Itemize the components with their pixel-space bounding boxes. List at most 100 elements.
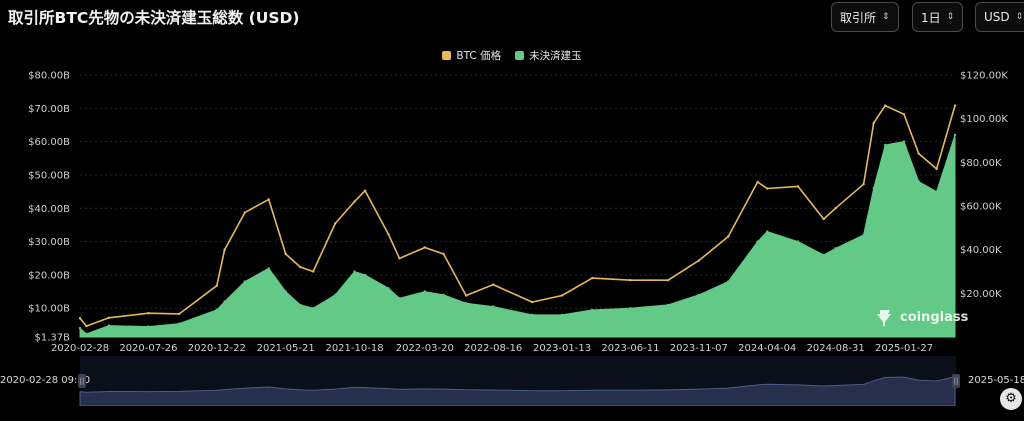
y-left-tick-label: $30.00B [28,237,70,248]
y-left-tick-label: $70.00B [28,104,70,115]
oi-point [353,270,356,273]
price-point [766,187,769,190]
y-right-tick-label: $60.00K [960,202,1002,213]
legend-item-price[interactable]: BTC 価格 [442,48,501,63]
price-point [796,185,800,188]
currency-selector-label: USD [984,10,1010,24]
y-left-tick-label: $60.00B [28,137,70,148]
price-point [560,294,564,297]
price-point [107,316,111,319]
x-tick-label: 2022-08-16 [464,343,522,354]
currency-selector[interactable]: USD ⇕ [975,2,1024,32]
price-point [387,233,390,236]
price-point [492,283,495,286]
y-left-tick-label: $10.00B [28,304,70,315]
oi-point [334,293,337,297]
oi-point [917,180,920,183]
price-point [442,252,445,256]
chevron-updown-icon: ⇕ [1015,11,1024,22]
oi-point [464,302,468,305]
x-tick-label: 2020-07-26 [119,343,177,354]
x-tick-label: 2023-06-11 [601,343,659,354]
y-right-tick-label: $120.00K [960,71,1008,82]
oi-point [442,293,445,297]
x-tick-label: 2020-02-28 [51,343,109,354]
price-point [223,248,226,251]
x-tick-label: 2023-01-13 [533,343,591,354]
oi-point [953,133,957,137]
coinglass-logo-icon [877,310,891,326]
price-point [822,217,825,221]
price-point [872,121,875,125]
legend-swatch-oi [515,51,525,60]
page-title: 取引所BTC先物の未決済建玉総数 (USD) [8,9,300,27]
price-point [727,235,730,238]
navigator-start-label: 2020-02-28 09:00 [0,375,91,386]
navigator-right-handle[interactable]: || [952,374,960,388]
oi-point [387,287,390,290]
price-point [423,246,426,249]
y-left-tick-label: $40.00B [28,204,70,215]
oi-point [884,143,887,147]
x-tick-label: 2025-01-27 [875,343,933,354]
oi-point [398,297,401,300]
oi-point [78,327,82,330]
x-tick-label: 2024-08-31 [807,343,865,354]
oi-point [492,305,495,308]
price-point [299,265,302,269]
y-left-tick-label: $1.37B [35,333,71,344]
y-left-tick-label: $80.00B [28,71,70,82]
price-point [464,294,468,297]
settings-gear-icon[interactable]: ⚙ [1000,388,1022,410]
interval-selector-label: 1日 [921,10,941,25]
interval-selector[interactable]: 1日 ⇕ [912,2,964,32]
x-tick-label: 2020-12-22 [188,343,246,354]
price-point [917,152,920,155]
price-point [862,183,865,186]
price-point [756,180,759,184]
oi-point [178,322,181,325]
oi-point [284,290,287,293]
oi-point [756,240,759,243]
x-tick-label: 2024-04-04 [738,343,796,354]
oi-point [243,280,246,283]
oi-point [872,187,875,190]
oi-point [560,313,564,317]
legend-item-oi[interactable]: 未決済建玉 [515,48,582,63]
range-navigator[interactable] [0,356,1024,406]
oi-point [727,280,730,283]
navigator-left-handle[interactable]: || [78,374,86,388]
oi-point [591,308,594,312]
open-interest-chart: $1.37B $10.00B $20.00B $30.00B $40.00B $50.00… [28,71,1008,355]
price-point [953,104,957,107]
chevron-updown-icon: ⇕ [882,11,890,22]
price-point [178,312,181,316]
legend-label-oi: 未決済建玉 [529,50,582,62]
x-tick-label: 2023-11-07 [670,343,728,354]
coinglass-watermark: coinglass [874,306,968,328]
oi-point [223,300,226,303]
price-point [267,198,270,201]
price-point [147,312,150,315]
oi-point [423,290,426,293]
price-point [312,270,315,273]
price-point [78,317,82,320]
oi-point [363,273,367,277]
oi-point [822,253,825,257]
navigator-end-label: 2025-05-18 [968,375,1024,386]
price-point [215,284,218,287]
price-point [85,324,88,328]
price-point [284,252,287,256]
x-tick-label: 2021-05-21 [257,343,315,354]
price-point [363,189,367,192]
y-right-tick-label: $20.00K [960,289,1002,300]
exchange-selector[interactable]: 取引所 ⇕ [831,2,899,32]
watermark-text: coinglass [900,309,969,325]
legend-swatch-price [442,51,452,60]
navigator-area [79,375,956,406]
price-point [902,113,906,116]
oi-point [147,325,150,328]
y-left-tick-label: $50.00B [28,170,70,181]
oi-point [85,332,88,336]
oi-point [299,303,302,307]
